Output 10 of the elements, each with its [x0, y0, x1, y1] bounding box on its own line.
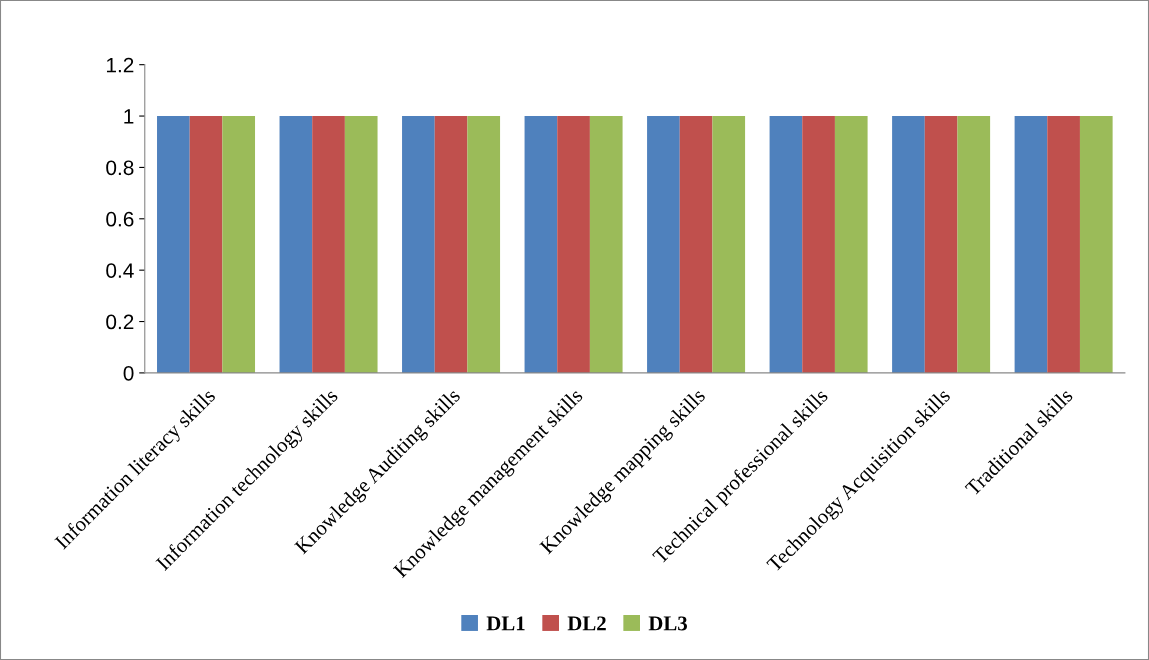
- y-tick-label: 0.6: [106, 211, 134, 227]
- y-tick-label: 0.4: [106, 263, 134, 278]
- legend-label: DL1: [486, 616, 525, 631]
- y-tick-label: 0: [123, 365, 134, 381]
- legend-label: DL3: [648, 616, 687, 631]
- y-tick-label: 0.2: [106, 314, 134, 330]
- y-tick-label: 1.2: [106, 57, 134, 73]
- y-tick-label: 0.8: [106, 160, 134, 176]
- y-tick-label: 1: [124, 109, 134, 124]
- legend-label: DL2: [567, 616, 606, 631]
